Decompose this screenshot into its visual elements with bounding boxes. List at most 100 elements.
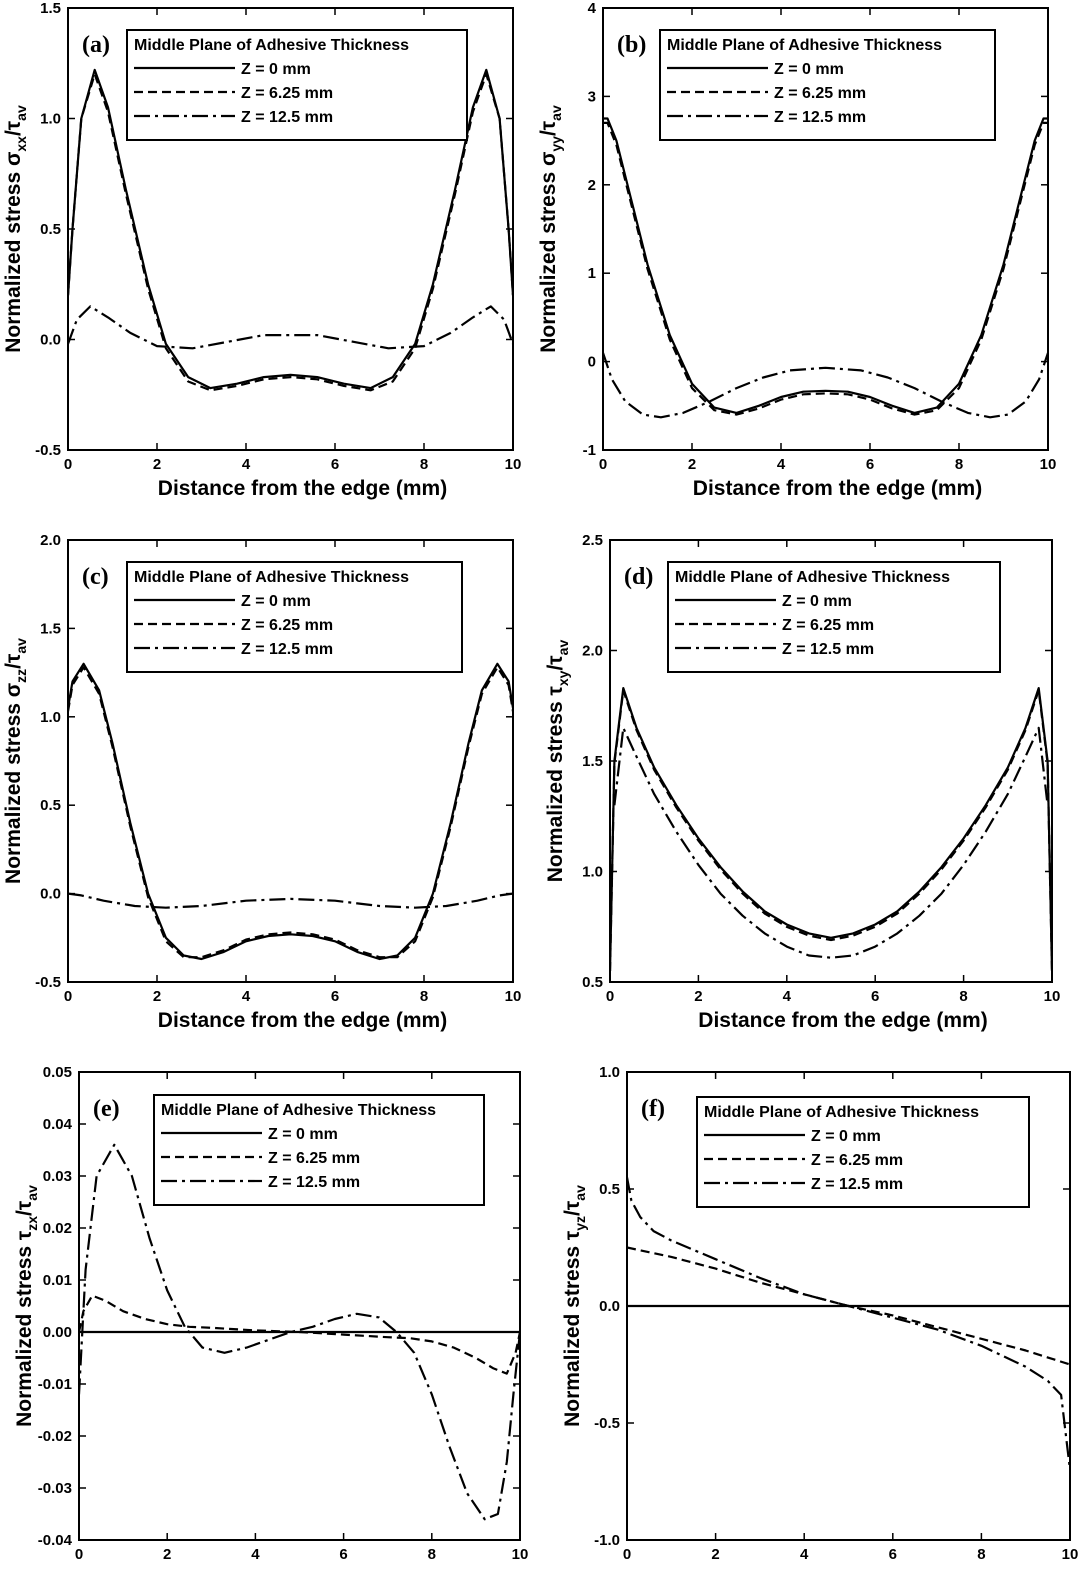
x-tick-label: 2 xyxy=(711,1546,719,1563)
y-axis-label: Normalized stress σzz/τav xyxy=(2,638,29,884)
x-tick-label: 4 xyxy=(242,456,251,473)
x-tick-label: 10 xyxy=(1062,1546,1079,1563)
y-tick-label: 0.0 xyxy=(599,1298,620,1315)
y-axis-label-tail: /τ xyxy=(537,120,560,136)
panel-label: (a) xyxy=(82,32,110,58)
series-line-dashed xyxy=(68,666,513,959)
legend-title: Middle Plane of Adhesive Thickness xyxy=(667,37,942,54)
y-tick-label: 1.5 xyxy=(40,620,61,637)
plot-frame xyxy=(78,1071,521,1541)
chart-panel-a: 0 2 4 6 8 10 -0.5 0.0 0.5 1.0 1.5 Distance from the… xyxy=(2,0,521,500)
y-tick-label: 0.03 xyxy=(43,1168,72,1185)
y-tick-label: 2.5 xyxy=(582,532,603,549)
series-line-solid xyxy=(68,662,513,961)
y-tick-label: 0.01 xyxy=(43,1272,72,1289)
x-axis-label: Distance from the edge (mm) xyxy=(167,1567,456,1569)
panel-label: (e) xyxy=(93,1096,120,1122)
x-tick-label: 6 xyxy=(871,988,879,1005)
y-tick-label: 2.0 xyxy=(582,643,603,660)
x-tick-label: 4 xyxy=(777,456,786,473)
y-axis-label-subscript: zz xyxy=(13,669,29,683)
y-tick-label: 4 xyxy=(588,0,597,17)
x-tick-label: 6 xyxy=(889,1546,897,1563)
y-tick-label: 1.5 xyxy=(40,0,61,17)
y-tick-label: -0.5 xyxy=(35,974,61,991)
y-axis-label-main: Normalized stress τ xyxy=(13,1230,36,1427)
y-axis-label-main: Normalized stress σ xyxy=(2,683,25,884)
y-axis-label-subscript-av: av xyxy=(572,1185,588,1201)
y-axis-label-subscript: yy xyxy=(548,136,564,152)
x-tick-label: 0 xyxy=(64,988,72,1005)
series-line-dashed xyxy=(79,1294,520,1375)
y-tick-label: 0.02 xyxy=(43,1220,72,1237)
y-axis-label-tail: /τ xyxy=(2,120,25,136)
y-axis-label-tail: /τ xyxy=(2,653,25,669)
y-tick-label: -0.01 xyxy=(38,1376,72,1393)
y-tick-label: 2.0 xyxy=(40,532,61,549)
y-tick-label: -0.02 xyxy=(38,1428,72,1445)
series-line-dashdot xyxy=(627,1177,1070,1470)
x-tick-label: 10 xyxy=(512,1546,529,1563)
x-tick-label: 2 xyxy=(163,1546,171,1563)
y-axis-label-tail: /τ xyxy=(13,1200,36,1216)
y-tick-label: 0.5 xyxy=(599,1181,620,1198)
series-line-dashdot xyxy=(613,726,1049,959)
y-tick-label: -1 xyxy=(583,442,596,459)
legend-title: Middle Plane of Adhesive Thickness xyxy=(675,569,950,586)
plot-frame xyxy=(602,7,1049,451)
y-axis-label-subscript-av: av xyxy=(13,638,29,654)
chart-panel-f: 0 2 4 6 8 10 -1.0 -0.5 0.0 0.5 1.0 Distance from th… xyxy=(561,1064,1078,1569)
legend-entry: Z = 0 mm xyxy=(241,593,311,610)
legend-box xyxy=(153,1094,485,1206)
series-line-dashed xyxy=(603,121,1048,416)
chart-panel-d: 0 2 4 6 8 10 0.5 1.0 1.5 2.0 2.5 Distance from the … xyxy=(544,532,1060,1032)
y-tick-label: 1.0 xyxy=(582,864,603,881)
y-tick-label: -0.03 xyxy=(38,1480,72,1497)
x-tick-label: 4 xyxy=(251,1546,260,1563)
legend-title: Middle Plane of Adhesive Thickness xyxy=(704,1104,979,1121)
y-tick-label: 1 xyxy=(588,265,596,282)
y-axis-label-main: Normalized stress τ xyxy=(544,686,567,883)
x-tick-label: 8 xyxy=(420,456,428,473)
y-tick-label: 0 xyxy=(588,354,596,371)
legend-box xyxy=(667,561,1001,673)
x-tick-label: 8 xyxy=(977,1546,985,1563)
chart-panel-c: 0 2 4 6 8 10 -0.5 0.0 0.5 1.0 1.5 2.0 Distance from … xyxy=(2,532,521,1032)
x-tick-label: 8 xyxy=(955,456,963,473)
legend-box xyxy=(126,29,468,141)
y-tick-label: 1.0 xyxy=(40,111,61,128)
y-axis-label-subscript-av: av xyxy=(548,105,564,121)
y-axis-label-subscript-av: av xyxy=(13,105,29,121)
y-axis-label-subscript-av: av xyxy=(555,640,571,656)
y-axis-label-main: Normalized stress σ xyxy=(537,152,560,353)
series-line-dashdot xyxy=(79,1143,520,1521)
y-tick-label: 1.0 xyxy=(40,709,61,726)
y-tick-label: 3 xyxy=(588,88,596,105)
panel-label: (f) xyxy=(641,1096,665,1122)
x-tick-label: 2 xyxy=(153,456,161,473)
y-axis-label: Normalized stress σyy/τav xyxy=(537,105,564,353)
legend-entry: Z = 0 mm xyxy=(782,593,852,610)
x-tick-label: 6 xyxy=(331,988,339,1005)
legend-box xyxy=(126,561,463,673)
legend-box xyxy=(659,29,996,141)
x-tick-label: 0 xyxy=(64,456,72,473)
legend-title: Middle Plane of Adhesive Thickness xyxy=(161,1102,436,1119)
plot-frame xyxy=(67,539,514,983)
y-axis-label: Normalized stress τxy/τav xyxy=(544,640,571,883)
x-axis-label: Distance from the edge (mm) xyxy=(158,1009,447,1032)
x-axis-label: Distance from the edge (mm) xyxy=(693,477,982,500)
x-tick-label: 10 xyxy=(505,456,522,473)
y-axis-label-subscript: xx xyxy=(13,136,29,152)
y-axis-label-main: Normalized stress τ xyxy=(561,1230,584,1427)
y-tick-label: 0.0 xyxy=(40,886,61,903)
y-axis-label-subscript-av: av xyxy=(24,1185,40,1201)
y-tick-label: 2 xyxy=(588,177,596,194)
legend-entry: Z = 0 mm xyxy=(268,1126,338,1143)
y-tick-label: 0.5 xyxy=(40,797,61,814)
x-tick-label: 2 xyxy=(153,988,161,1005)
legend-title: Middle Plane of Adhesive Thickness xyxy=(134,569,409,586)
legend-box xyxy=(696,1096,1030,1208)
legend-entry: Z = 12.5 mm xyxy=(774,109,866,126)
x-tick-label: 4 xyxy=(800,1546,809,1563)
